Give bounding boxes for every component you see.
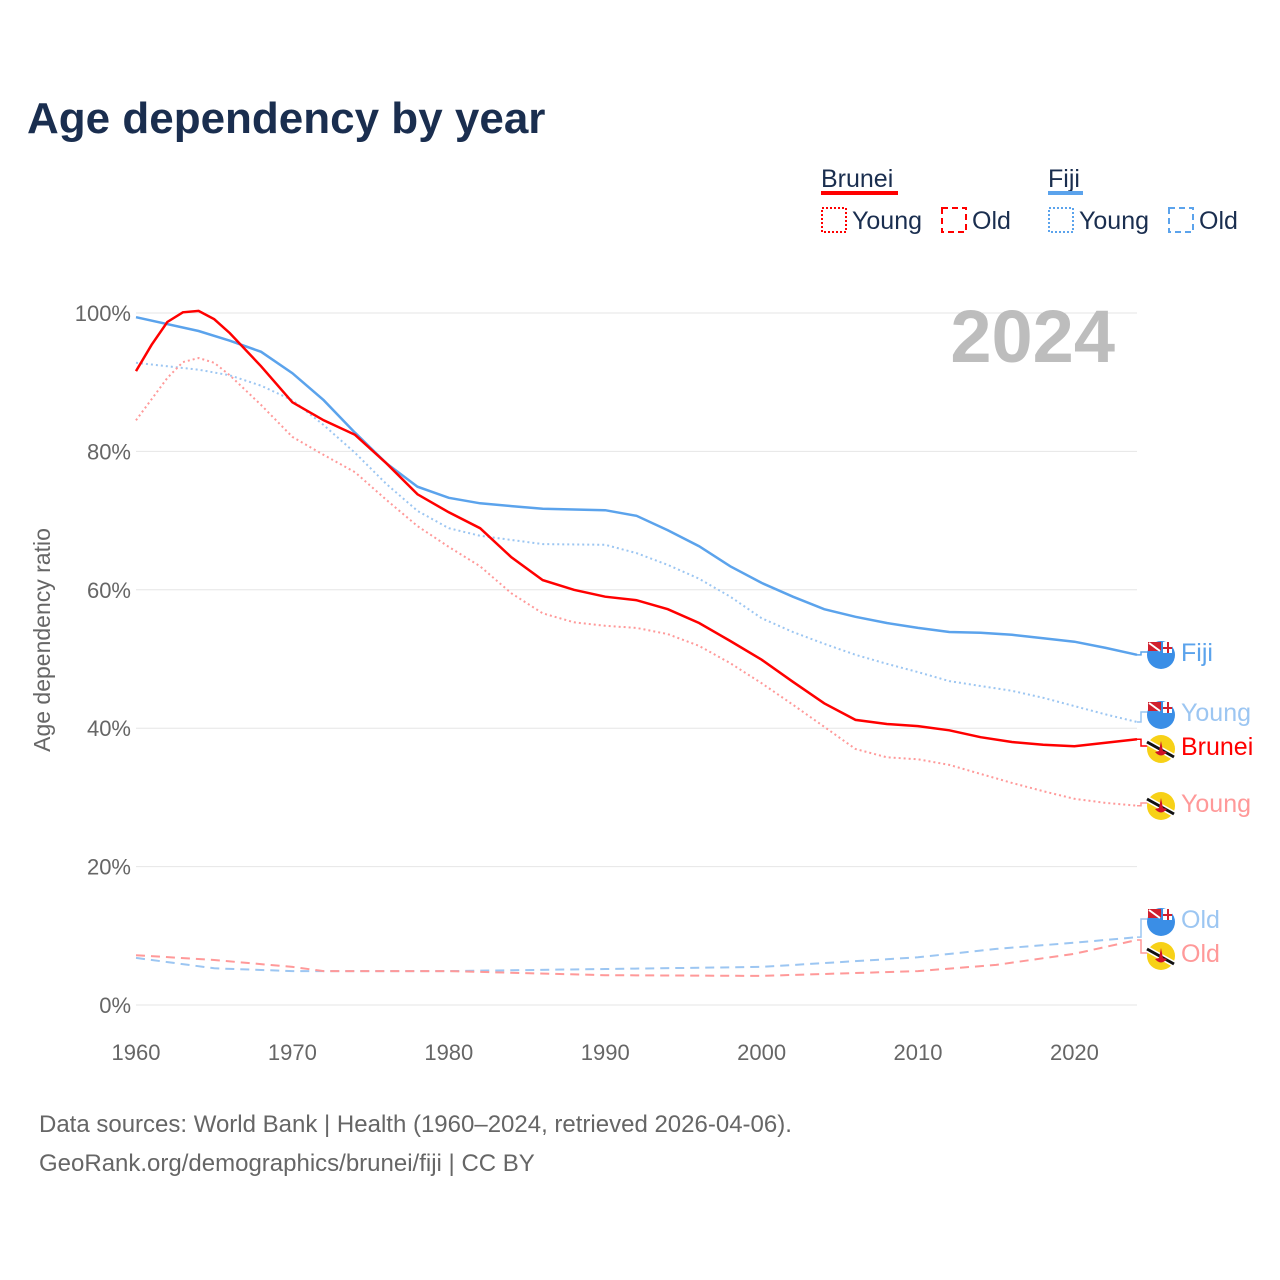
end-label: Brunei xyxy=(1181,733,1253,761)
series-line-brunei xyxy=(134,309,1138,748)
fiji-flag-icon xyxy=(1147,641,1175,669)
legend-brunei-swatch xyxy=(821,191,898,195)
label-connector xyxy=(1137,802,1149,807)
legend-fiji-label: Fiji xyxy=(1048,165,1080,193)
legend-brunei-label: Brunei xyxy=(821,165,893,193)
fiji-flag-icon xyxy=(1147,908,1175,936)
series-line-fiji-old xyxy=(135,936,1138,973)
series-line-fiji-young xyxy=(135,361,1138,723)
x-tick-label: 2010 xyxy=(894,1040,943,1065)
end-label: Old xyxy=(1181,940,1220,968)
end-label: Fiji xyxy=(1181,639,1213,667)
y-axis: 0% 20% 40% 60% 80% 100% xyxy=(75,301,131,1018)
y-tick-label: 100% xyxy=(75,301,131,326)
series-line-brunei-young xyxy=(135,356,1138,807)
fiji-flag-icon xyxy=(1147,701,1175,729)
y-axis-label: Age dependency ratio xyxy=(29,528,55,752)
x-tick-label: 2020 xyxy=(1050,1040,1099,1065)
end-label: Old xyxy=(1181,906,1220,934)
label-connector xyxy=(1137,918,1149,938)
legend-brunei-old-swatch xyxy=(941,207,967,233)
label-connector xyxy=(1137,711,1149,723)
x-tick-label: 1960 xyxy=(112,1040,161,1065)
legend-brunei-young-swatch xyxy=(821,207,847,233)
legend-fiji-young-swatch xyxy=(1048,207,1074,233)
y-tick-label: 0% xyxy=(99,993,131,1018)
brunei-flag-icon xyxy=(1145,735,1176,763)
series-lines xyxy=(134,309,1138,977)
legend-fiji-swatch xyxy=(1048,191,1083,195)
series-line-brunei-old xyxy=(135,939,1138,977)
x-tick-label: 2000 xyxy=(737,1040,786,1065)
footer-url[interactable]: GeoRank.org/demographics/brunei/fiji | C… xyxy=(39,1150,535,1177)
label-connector xyxy=(1137,738,1149,747)
y-tick-label: 20% xyxy=(87,855,131,880)
legend-fiji-old-label: Old xyxy=(1199,207,1238,235)
y-tick-label: 40% xyxy=(87,716,131,741)
legend-brunei-young-label: Young xyxy=(852,207,922,235)
x-tick-label: 1970 xyxy=(268,1040,317,1065)
legend-fiji-young-label: Young xyxy=(1079,207,1149,235)
year-watermark: 2024 xyxy=(950,295,1115,378)
x-tick-label: 1990 xyxy=(581,1040,630,1065)
label-connector xyxy=(1137,651,1149,656)
end-label: Young xyxy=(1181,699,1251,727)
end-labels: Fiji Young Brunei Young Old Old xyxy=(1137,639,1253,970)
footer-source: Data sources: World Bank | Health (1960–… xyxy=(39,1111,792,1138)
y-tick-label: 60% xyxy=(87,578,131,603)
legend-brunei-old-label: Old xyxy=(972,207,1011,235)
y-tick-label: 80% xyxy=(87,439,131,464)
brunei-flag-icon xyxy=(1145,792,1176,820)
series-line-fiji xyxy=(135,315,1138,657)
brunei-flag-icon xyxy=(1145,942,1176,970)
label-connector xyxy=(1137,939,1149,954)
legend: Brunei Young Old Fiji Young Old xyxy=(821,165,1238,235)
x-axis: 1960 1970 1980 1990 2000 2010 2020 xyxy=(112,1040,1099,1065)
legend-fiji-old-swatch xyxy=(1168,207,1194,233)
x-tick-label: 1980 xyxy=(424,1040,473,1065)
gridlines xyxy=(136,312,1137,1006)
end-label: Young xyxy=(1181,790,1251,818)
chart-title: Age dependency by year xyxy=(27,94,545,143)
